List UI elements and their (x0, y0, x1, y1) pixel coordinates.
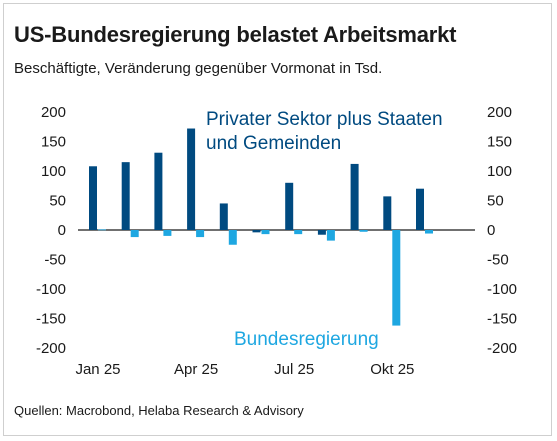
y-tick-right: -50 (487, 252, 509, 269)
bar-bundesregierung-3 (196, 230, 205, 238)
y-tick-right: 0 (487, 222, 495, 239)
y-tick-right: 100 (487, 163, 512, 180)
bar-privater-sektor-0 (89, 166, 97, 230)
y-tick-right: -200 (487, 340, 517, 357)
bar-bundesregierung-5 (261, 230, 270, 235)
x-tick-label: Jul 25 (274, 361, 314, 378)
y-tick-left: -100 (36, 281, 66, 298)
chart-frame (3, 3, 552, 436)
y-tick-left: -150 (36, 311, 66, 328)
bar-bundesregierung-10 (425, 230, 433, 234)
bar-privater-sektor-5 (252, 230, 261, 233)
series-label-bundesregierung: Bundesregierung (234, 329, 379, 350)
bar-privater-sektor-3 (187, 128, 196, 230)
y-tick-left: -200 (36, 340, 66, 357)
y-tick-right: 150 (487, 134, 512, 151)
bar-privater-sektor-1 (121, 162, 130, 230)
bar-bundesregierung-4 (228, 230, 237, 245)
y-tick-left: 50 (49, 193, 66, 210)
y-tick-left: 0 (58, 222, 66, 239)
series-label-privater-sektor: und Gemeinden (206, 133, 341, 154)
y-tick-right: 200 (487, 104, 512, 121)
series-label-privater-sektor: Privater Sektor plus Staaten (206, 109, 443, 130)
bar-privater-sektor-10 (416, 188, 424, 230)
bar-privater-sektor-9 (383, 196, 392, 230)
y-tick-right: -100 (487, 281, 517, 298)
y-tick-right: -150 (487, 311, 517, 328)
y-tick-right: 50 (487, 193, 504, 210)
bar-bundesregierung-0 (98, 229, 106, 231)
bar-privater-sektor-6 (285, 182, 294, 230)
bar-bundesregierung-9 (392, 230, 401, 326)
x-tick-label: Apr 25 (174, 361, 218, 378)
bar-bundesregierung-8 (359, 230, 368, 232)
chart-subtitle: Beschäftigte, Veränderung gegenüber Vorm… (14, 60, 383, 77)
y-tick-left: -50 (44, 252, 66, 269)
bar-privater-sektor-7 (317, 230, 326, 235)
y-tick-left: 100 (41, 163, 66, 180)
bar-bundesregierung-6 (294, 230, 303, 235)
bar-privater-sektor-8 (350, 163, 359, 230)
bar-bundesregierung-7 (326, 230, 335, 241)
y-tick-left: 150 (41, 134, 66, 151)
y-tick-left: 200 (41, 104, 66, 121)
bar-bundesregierung-2 (163, 230, 172, 236)
chart-title: US-Bundesregierung belastet Arbeitsmarkt (14, 22, 457, 47)
bar-privater-sektor-4 (219, 203, 228, 230)
x-tick-label: Okt 25 (370, 361, 414, 378)
bar-bundesregierung-1 (130, 230, 139, 238)
chart-source: Quellen: Macrobond, Helaba Research & Ad… (14, 403, 304, 418)
x-tick-label: Jan 25 (75, 361, 120, 378)
bar-privater-sektor-2 (154, 152, 163, 230)
